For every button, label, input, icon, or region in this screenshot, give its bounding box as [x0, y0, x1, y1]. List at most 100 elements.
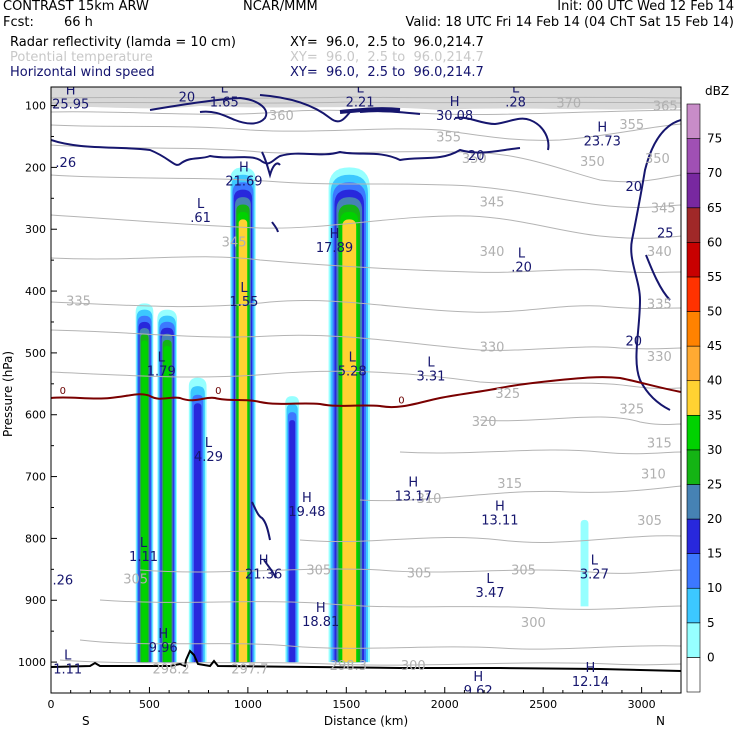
theta-label: 345 [480, 195, 505, 210]
theta-contours [51, 96, 681, 666]
colorbar-level-label: 65 [707, 201, 722, 215]
reflectivity-cell-4-level-4 [289, 420, 296, 663]
theta-label: 315 [647, 437, 672, 452]
extremum-marker: H [408, 475, 418, 490]
extremum-value: 1.79 [147, 364, 176, 379]
theta-label: 365 [653, 100, 678, 115]
colorbar-level-label: 75 [707, 132, 722, 146]
theta-label: 298.2 [152, 662, 189, 677]
y-tick-label: 1000 [18, 656, 46, 669]
extremum-value: .26 [52, 573, 73, 588]
theta-label: 340 [647, 245, 672, 260]
extremum-marker: L [486, 572, 494, 587]
wind-speed-label: 20 [468, 149, 485, 164]
y-tick-label: 700 [25, 471, 46, 484]
wind-speed-label: 20 [625, 335, 642, 350]
extremum-value: 4.29 [194, 450, 223, 465]
colorbar-swatch [686, 380, 701, 416]
x-axis-south-label: S [82, 714, 90, 728]
x-axis-title: Distance (km) [324, 714, 408, 728]
axes: 0 500 1000 1500 2000 2500 30001002003004005006… [18, 100, 662, 711]
theta-label: 315 [497, 477, 522, 492]
extremum-marker: H [586, 661, 596, 676]
terrain-line [51, 649, 681, 672]
freezing-level-line [51, 376, 681, 408]
theta-label: 370 [556, 96, 581, 111]
colorbar-level-label: 55 [707, 270, 722, 284]
colorbar-swatch [686, 138, 701, 174]
colorbar-level-label: 20 [707, 512, 722, 526]
y-tick-label: 100 [25, 100, 46, 113]
x-tick-label: 3000 [628, 698, 656, 711]
theta-label: 298.3 [330, 659, 367, 674]
extremum-marker: H [450, 95, 460, 110]
y-tick-label: 800 [25, 532, 46, 545]
reflectivity-cell-3-level-8 [238, 219, 248, 663]
colorbar-level-label: 10 [707, 581, 722, 595]
x-tick-label: 2000 [431, 698, 459, 711]
extremum-marker: H [259, 553, 269, 568]
colorbar-level-label: 40 [707, 374, 722, 388]
theta-label: 345 [222, 236, 247, 251]
extremum-value: 30.08 [436, 109, 473, 124]
x-tick-label: 2500 [529, 698, 557, 711]
fcst-label: Fcst: [3, 15, 34, 30]
reflectivity-cell-6-level-1 [580, 519, 589, 607]
extremum-marker: H [597, 120, 607, 135]
extremum-marker: L [349, 350, 357, 365]
extremum-value: 21.69 [225, 175, 262, 190]
theta-label: 305 [511, 563, 536, 578]
reflectivity-cell-5-level-8 [342, 219, 357, 663]
reflectivity-cell-2-level-4 [193, 403, 202, 663]
fcst-value: 66 h [64, 15, 93, 30]
colorbar-swatch [686, 103, 701, 139]
wind-contours [51, 94, 681, 579]
wind-speed-label: 25 [657, 226, 674, 241]
center-title: NCAR/MMM [243, 0, 318, 14]
theta-label: 360 [269, 109, 294, 124]
field-xy-reflectivity: XY= 96.0, 2.5 to 96.0,214.7 [290, 35, 484, 50]
theta-label: 355 [619, 118, 644, 133]
extremum-value: 23.73 [584, 134, 621, 149]
extremum-value: 12.14 [572, 675, 609, 690]
colorbar-swatch [686, 484, 701, 520]
theta-label: 330 [480, 341, 505, 356]
x-tick-label: 1500 [332, 698, 360, 711]
extremum-marker: L [512, 81, 520, 96]
extremum-value: 13.17 [395, 489, 432, 504]
theta-label: 305 [123, 573, 148, 588]
wind-speed-label: 20 [625, 180, 642, 195]
colorbar-swatch [686, 207, 701, 243]
extremum-value: 25.95 [52, 97, 89, 112]
y-tick-label: 900 [25, 594, 46, 607]
extremum-marker: H [302, 491, 312, 506]
extremum-marker: L [221, 81, 229, 96]
field-xy-wind: XY= 96.0, 2.5 to 96.0,214.7 [290, 65, 484, 80]
extremum-value: 13.11 [481, 513, 518, 528]
wind-labels: 20 20 20 25 20 [179, 90, 674, 349]
x-axis-north-label: N [656, 714, 665, 728]
colorbar-level-label: 45 [707, 339, 722, 353]
extremum-value: 1.11 [129, 550, 158, 565]
y-tick-label: 500 [25, 347, 46, 360]
y-tick-label: 200 [25, 161, 46, 174]
theta-label: 355 [436, 130, 461, 145]
extremum-marker: H [330, 227, 340, 242]
theta-label: 310 [641, 467, 666, 482]
y-tick-label: 300 [25, 223, 46, 236]
colorbar-swatch [686, 657, 701, 693]
extremum-value: 3.31 [416, 369, 445, 384]
freezing-level-label: 0 [60, 386, 66, 397]
colorbar-level-label: 0 [707, 650, 715, 664]
extremum-value: 1.65 [210, 95, 239, 110]
reflectivity-layer [135, 167, 589, 663]
y-axis-title: Pressure (hPa) [1, 351, 15, 437]
colorbar-swatch [686, 449, 701, 485]
extremum-marker: L [158, 350, 166, 365]
colorbar-swatch [686, 311, 701, 347]
extremum-value: .20 [511, 261, 532, 276]
theta-label: 297.7 [231, 662, 268, 677]
extremum-value: 1.11 [53, 663, 82, 678]
